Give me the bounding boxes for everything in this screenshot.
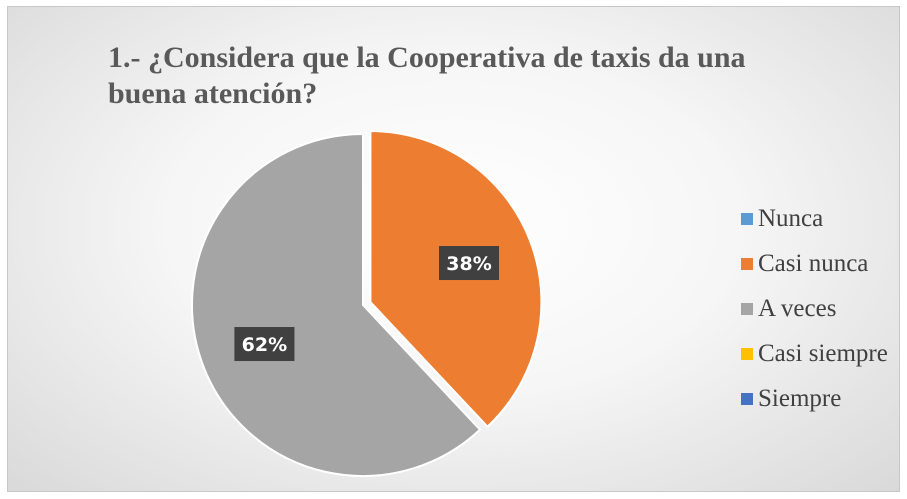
legend-item-casi-siempre: Casi siempre: [741, 340, 888, 367]
legend-label-siempre: Siempre: [758, 384, 842, 412]
data-label-box-casi-nunca: [439, 246, 500, 281]
legend-swatch-casi-nunca: [741, 257, 753, 270]
legend-item-siempre: Siempre: [741, 385, 888, 412]
chart-area: 1.- ¿Considera que la Cooperativa de tax…: [7, 6, 900, 492]
data-label-casi-nunca: 38%: [446, 253, 491, 275]
pie-chart: 38% 62%: [191, 130, 543, 477]
chart-legend: Nunca Casi nunca A veces Casi siempre Si…: [741, 205, 888, 430]
legend-swatch-siempre: [741, 392, 753, 405]
data-label-box-a-veces: [234, 327, 295, 362]
legend-item-a-veces: A veces: [741, 295, 888, 322]
data-label-a-veces: 62%: [242, 334, 287, 356]
legend-label-casi-nunca: Casi nunca: [758, 249, 869, 277]
legend-label-nunca: Nunca: [758, 204, 824, 232]
legend-item-nunca: Nunca: [741, 205, 888, 232]
chart-title: 1.- ¿Considera que la Cooperativa de tax…: [108, 41, 746, 110]
legend-swatch-a-veces: [741, 302, 753, 315]
legend-label-a-veces: A veces: [758, 294, 837, 322]
legend-swatch-nunca: [741, 212, 753, 225]
pie-slice-a-veces: [191, 132, 482, 477]
legend-item-casi-nunca: Casi nunca: [741, 250, 888, 277]
legend-label-casi-siempre: Casi siempre: [758, 339, 888, 367]
legend-swatch-casi-siempre: [741, 347, 753, 360]
